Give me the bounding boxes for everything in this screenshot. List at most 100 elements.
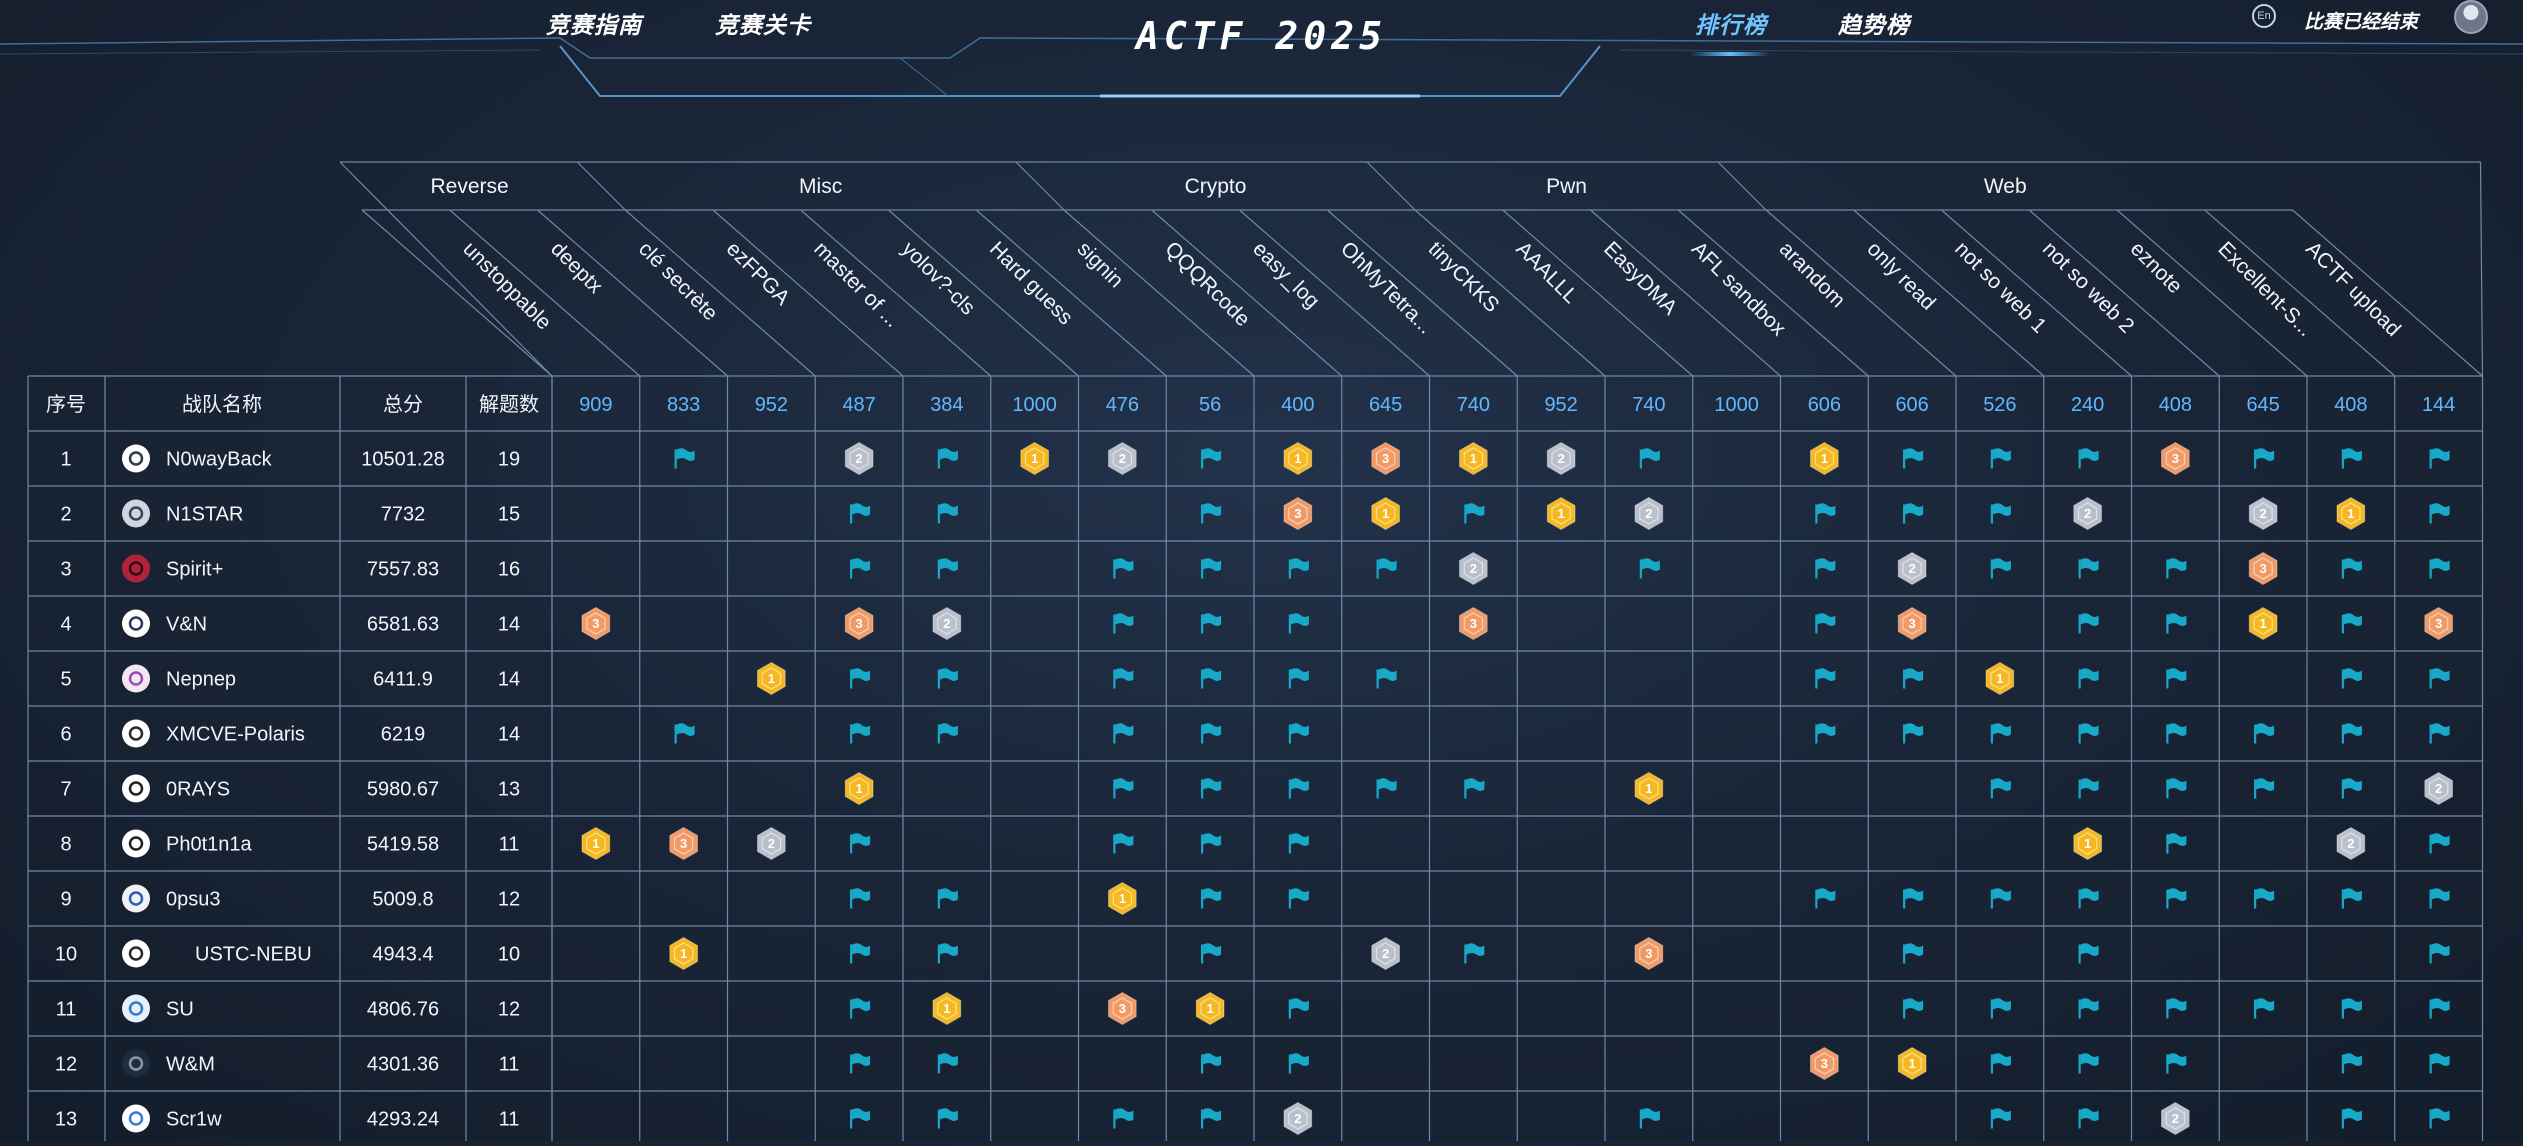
- challenge-name-header: easy_log: [1248, 237, 1324, 313]
- language-toggle-icon[interactable]: En: [2252, 4, 2276, 28]
- table-row[interactable]: 10 USTC-NEBU 4943.4 10: [55, 939, 520, 968]
- table-row[interactable]: 9 0psu3 5009.8 12: [60, 884, 520, 913]
- table-row[interactable]: 7 0RAYS 5980.67 13: [60, 774, 520, 803]
- svg-text:1: 1: [1558, 506, 1565, 521]
- total-score: 10501.28: [361, 449, 444, 471]
- challenge-name-header: OhMyTetra...: [1336, 237, 1437, 338]
- svg-text:1: 1: [856, 781, 863, 796]
- svg-text:2: 2: [1558, 451, 1565, 466]
- blood-badge-2-icon: 2: [1897, 551, 1927, 586]
- solved-flag-icon: [2166, 888, 2187, 909]
- page-title: ACTF 2025: [1136, 14, 1387, 58]
- solved-flag-icon: [2341, 558, 2362, 579]
- blood-badge-2-icon: 2: [1283, 1101, 1313, 1136]
- solved-flag-icon: [2166, 998, 2187, 1019]
- solved-flag-icon: [1113, 558, 1134, 579]
- solved-flag-icon: [1201, 1053, 1222, 1074]
- nav-leaderboard[interactable]: 排行榜: [1695, 13, 1767, 39]
- solved-flag-icon: [1113, 833, 1134, 854]
- challenge-score: 740: [1457, 394, 1490, 416]
- rank-cell: 11: [56, 999, 77, 1021]
- solved-flag-icon: [1815, 668, 1836, 689]
- column-header-total: 总分: [383, 393, 423, 416]
- table-row[interactable]: 3 Spirit+ 7557.83 16: [60, 554, 520, 583]
- solved-flag-icon: [2341, 668, 2362, 689]
- blood-badge-2-icon: 2: [1108, 441, 1137, 476]
- solved-flag-icon: [850, 998, 871, 1019]
- challenge-name-header: only read: [1862, 237, 1939, 314]
- rank-cell: 12: [55, 1054, 77, 1076]
- blood-badge-2-icon: 2: [1459, 551, 1488, 586]
- team-name: XMCVE-Polaris: [166, 724, 305, 746]
- blood-badge-1-icon: 1: [1546, 496, 1576, 531]
- table-row[interactable]: 2 N1STAR 7732 15: [60, 499, 520, 528]
- solved-flag-icon: [2078, 448, 2099, 469]
- team-name: V&N: [166, 614, 207, 636]
- solved-flag-icon: [1464, 503, 1485, 524]
- red-figure-logo: [122, 554, 150, 583]
- solved-flag-icon: [850, 943, 871, 964]
- nav-trend-board[interactable]: 趋势榜: [1838, 13, 1910, 39]
- blood-badge-2-icon: 2: [1634, 496, 1664, 531]
- blood-badge-1-icon: 1: [1283, 441, 1313, 476]
- table-row[interactable]: 8 Ph0t1n1a 5419.58 11: [60, 829, 519, 858]
- category-label-misc: Misc: [799, 175, 842, 198]
- svg-text:1: 1: [1119, 891, 1126, 906]
- team-name: N1STAR: [166, 504, 243, 526]
- solved-flag-icon: [2166, 723, 2187, 744]
- svg-text:3: 3: [1382, 451, 1389, 466]
- solved-flag-icon: [2429, 503, 2450, 524]
- rank-cell: 4: [60, 614, 71, 636]
- table-row[interactable]: 12 W&M 4301.36 11: [55, 1049, 520, 1078]
- challenge-name-header: deeptx: [546, 237, 607, 298]
- user-avatar[interactable]: [2454, 0, 2488, 34]
- top-header: 竞赛指南 竞赛关卡 ACTF 2025 排行榜 趋势榜 En 比赛已经结束: [0, 0, 2523, 110]
- solved-flag-icon: [2254, 723, 2275, 744]
- vn-logo: [122, 609, 150, 638]
- category-label-crypto: Crypto: [1185, 175, 1247, 198]
- table-row[interactable]: 4 V&N 6581.63 14: [60, 609, 520, 638]
- blood-badge-2-icon: 2: [757, 826, 786, 861]
- competition-status: 比赛已经结束: [2304, 11, 2419, 33]
- total-score: 7732: [381, 504, 426, 526]
- solved-count: 16: [498, 559, 520, 581]
- challenge-score: 487: [842, 394, 875, 416]
- globe-logo: [122, 1104, 150, 1133]
- solved-flag-icon: [1201, 888, 1222, 909]
- solved-flag-icon: [1113, 613, 1134, 634]
- blood-badge-1-icon: 1: [1634, 771, 1664, 806]
- nav-competition-guide[interactable]: 竞赛指南: [546, 13, 642, 39]
- table-row[interactable]: 1 N0wayBack 10501.28 19: [60, 444, 520, 473]
- blood-badge-2-icon: 2: [2161, 1101, 2190, 1136]
- blood-badge-3-icon: 3: [1634, 936, 1664, 971]
- svg-text:2: 2: [1119, 451, 1126, 466]
- solved-flag-icon: [1990, 503, 2011, 524]
- blood-badge-1-icon: 1: [2248, 606, 2278, 641]
- svg-text:2: 2: [1909, 561, 1916, 576]
- solved-flag-icon: [1990, 723, 2011, 744]
- solved-flag-icon: [1201, 833, 1222, 854]
- nav-competition-levels[interactable]: 竞赛关卡: [715, 13, 811, 39]
- solved-flag-icon: [2429, 943, 2450, 964]
- solved-flag-icon: [850, 668, 871, 689]
- solved-flag-icon: [1113, 723, 1134, 744]
- solved-count: 12: [498, 999, 520, 1021]
- total-score: 5419.58: [367, 834, 439, 856]
- svg-text:1: 1: [1996, 671, 2003, 686]
- blood-badge-2-icon: 2: [932, 606, 962, 641]
- challenge-score: 952: [1544, 394, 1577, 416]
- challenge-score: 408: [2334, 394, 2367, 416]
- solved-flag-icon: [850, 723, 871, 744]
- table-row[interactable]: 11 SU 4806.76 12: [56, 994, 521, 1023]
- table-row[interactable]: 5 Nepnep 6411.9 14: [60, 664, 520, 693]
- solved-flag-icon: [2341, 723, 2362, 744]
- table-row[interactable]: 6 XMCVE-Polaris 6219 14: [60, 719, 520, 748]
- team-name: 0RAYS: [166, 779, 230, 801]
- svg-text:1: 1: [2347, 506, 2354, 521]
- solved-flag-icon: [1288, 888, 1309, 909]
- solved-flag-icon: [1288, 723, 1309, 744]
- table-row[interactable]: 13 Scr1w 4293.24 11: [55, 1104, 520, 1133]
- solved-flag-icon: [2429, 1053, 2450, 1074]
- solved-flag-icon: [1815, 613, 1836, 634]
